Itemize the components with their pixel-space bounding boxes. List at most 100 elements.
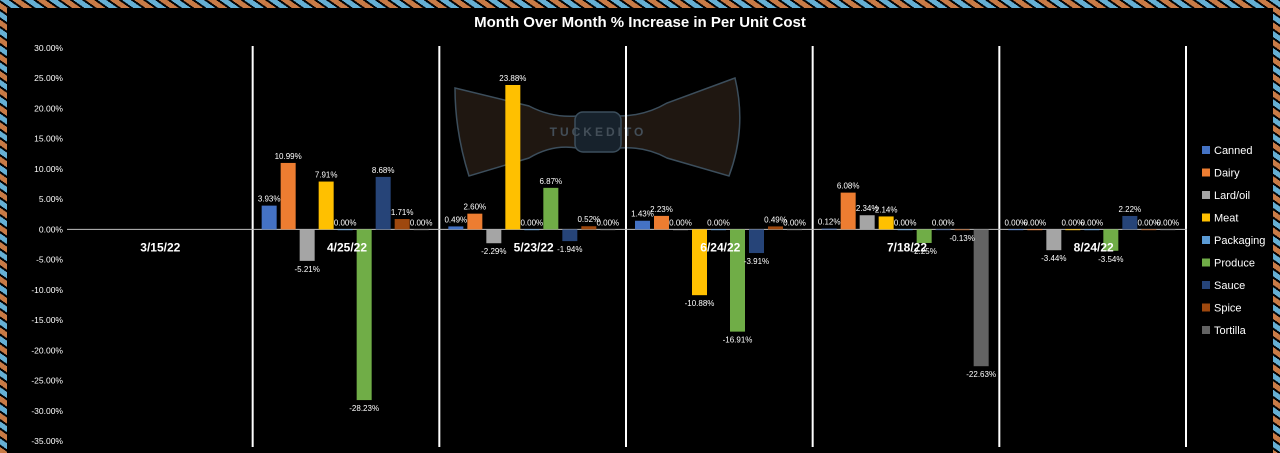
y-tick-label: 10.00% bbox=[34, 164, 63, 174]
data-label: 0.00% bbox=[1137, 218, 1160, 227]
bar-lardoil-6-24-22 bbox=[673, 229, 688, 231]
data-label: 0.00% bbox=[334, 218, 357, 227]
bar-sauce-6-24-22 bbox=[749, 229, 764, 254]
data-label: -3.44% bbox=[1041, 254, 1066, 263]
bar-packaging-7-18-22 bbox=[897, 229, 913, 231]
bar-meat-5-23-22 bbox=[505, 85, 521, 230]
bar-dairy-4-25-22 bbox=[280, 162, 296, 230]
legend-swatch-produce bbox=[1202, 258, 1210, 267]
data-label: 0.00% bbox=[894, 218, 917, 227]
legend-swatch-tortilla bbox=[1202, 326, 1210, 334]
data-label: -28.23% bbox=[349, 404, 379, 413]
data-label: 0.00% bbox=[783, 218, 806, 227]
y-tick-label: 15.00% bbox=[34, 134, 63, 144]
data-label: 0.49% bbox=[764, 215, 787, 224]
y-tick-label: -35.00% bbox=[31, 436, 63, 446]
bar-produce-4-25-22 bbox=[356, 229, 372, 401]
bar-canned-6-24-22 bbox=[635, 220, 650, 230]
bar-canned-4-25-22 bbox=[261, 205, 277, 230]
bar-canned-8-24-22 bbox=[1008, 229, 1024, 231]
bar-series bbox=[261, 85, 1176, 401]
bar-sauce-8-24-22 bbox=[1122, 215, 1138, 230]
category-label: 8/24/22 bbox=[1074, 240, 1114, 254]
data-label: 0.00% bbox=[669, 218, 692, 227]
data-label: 0.00% bbox=[1156, 218, 1179, 227]
y-tick-label: 20.00% bbox=[34, 103, 63, 113]
data-label: -22.63% bbox=[966, 370, 996, 379]
bar-canned-7-18-22 bbox=[821, 228, 837, 230]
legend-swatch-spice bbox=[1202, 303, 1210, 312]
data-label: 0.00% bbox=[932, 218, 955, 227]
chart-panel: TUCKEDITO Month Over Month % Increase in… bbox=[7, 8, 1273, 453]
bowtie-right-wing-shape bbox=[618, 77, 741, 177]
data-label: 3.93% bbox=[258, 195, 281, 204]
legend-label: Tortilla bbox=[1214, 325, 1247, 337]
bar-tortilla-4-25-22 bbox=[413, 229, 429, 231]
bar-packaging-4-25-22 bbox=[337, 229, 353, 231]
data-label: 2.14% bbox=[875, 205, 898, 214]
data-label: 0.00% bbox=[596, 218, 619, 227]
bar-dairy-5-23-22 bbox=[467, 213, 483, 230]
data-label: -2.25% bbox=[911, 247, 936, 256]
y-tick-label: 30.00% bbox=[34, 43, 63, 53]
bar-spice-4-25-22 bbox=[394, 219, 410, 230]
data-label: 6.87% bbox=[539, 177, 562, 186]
data-label: 1.43% bbox=[631, 210, 654, 219]
category-label: 7/18/22 bbox=[887, 240, 927, 254]
data-label: 0.00% bbox=[1004, 218, 1027, 227]
bar-meat-8-24-22 bbox=[1065, 229, 1081, 231]
y-tick-label: 5.00% bbox=[39, 194, 64, 204]
bar-chart: TUCKEDITO Month Over Month % Increase in… bbox=[31, 14, 1265, 447]
data-label: 7.91% bbox=[315, 171, 338, 180]
data-label: -16.91% bbox=[723, 336, 753, 345]
bar-lardoil-4-25-22 bbox=[299, 229, 315, 261]
y-tick-label: -20.00% bbox=[31, 345, 63, 355]
bar-spice-8-24-22 bbox=[1141, 229, 1157, 231]
data-label: -3.54% bbox=[1098, 255, 1123, 264]
data-label: 2.22% bbox=[1118, 205, 1141, 214]
data-label: 0.00% bbox=[1061, 218, 1084, 227]
legend-label: Packaging bbox=[1214, 235, 1265, 247]
watermark-text: TUCKEDITO bbox=[550, 125, 647, 139]
y-tick-label: -30.00% bbox=[31, 406, 63, 416]
bar-tortilla-7-18-22 bbox=[973, 229, 989, 367]
data-label: 6.08% bbox=[837, 182, 860, 191]
data-label: 0.52% bbox=[577, 215, 600, 224]
data-label: 23.88% bbox=[499, 74, 526, 83]
bar-lardoil-5-23-22 bbox=[486, 229, 502, 244]
y-tick-label: -15.00% bbox=[31, 315, 63, 325]
legend-label: Produce bbox=[1214, 258, 1255, 270]
bar-tortilla-6-24-22 bbox=[787, 229, 802, 231]
category-label: 6/24/22 bbox=[700, 240, 740, 254]
category-labels: 3/15/22 4/25/22 5/23/22 6/24/22 7/18/22 8/24/… bbox=[140, 240, 1114, 254]
data-label: 2.34% bbox=[856, 204, 879, 213]
bar-meat-4-25-22 bbox=[318, 181, 334, 230]
legend: Canned Dairy Lard/oil Meat Packaging Produce S… bbox=[1202, 145, 1265, 337]
category-label: 4/25/22 bbox=[327, 240, 367, 254]
legend-label: Dairy bbox=[1214, 168, 1240, 180]
data-label: 2.23% bbox=[650, 205, 673, 214]
y-tick-label: -10.00% bbox=[31, 285, 63, 295]
bar-packaging-5-23-22 bbox=[524, 229, 540, 231]
bar-dairy-7-18-22 bbox=[840, 192, 856, 230]
legend-label: Canned bbox=[1214, 145, 1253, 157]
data-label: 0.00% bbox=[410, 218, 433, 227]
bar-sauce-7-18-22 bbox=[935, 229, 951, 231]
y-tick-label: 0.00% bbox=[39, 224, 64, 234]
bar-sauce-4-25-22 bbox=[375, 176, 391, 230]
category-label: 5/23/22 bbox=[514, 240, 554, 254]
bar-produce-8-24-22 bbox=[1103, 229, 1119, 251]
data-label: -0.13% bbox=[949, 234, 974, 243]
data-label: 0.12% bbox=[818, 218, 841, 227]
chart-title: Month Over Month % Increase in Per Unit … bbox=[474, 14, 806, 31]
legend-swatch-sauce bbox=[1202, 281, 1210, 289]
data-label: -3.91% bbox=[744, 257, 769, 266]
data-label: 0.00% bbox=[1023, 218, 1046, 227]
legend-swatch-dairy bbox=[1202, 168, 1210, 177]
bowtie-knot-shape bbox=[574, 111, 622, 153]
y-tick-label: -5.00% bbox=[36, 255, 63, 265]
data-label: 0.00% bbox=[1080, 218, 1103, 227]
data-label: 0.00% bbox=[707, 218, 730, 227]
bar-spice-5-23-22 bbox=[581, 226, 597, 230]
bar-meat-6-24-22 bbox=[692, 229, 707, 296]
